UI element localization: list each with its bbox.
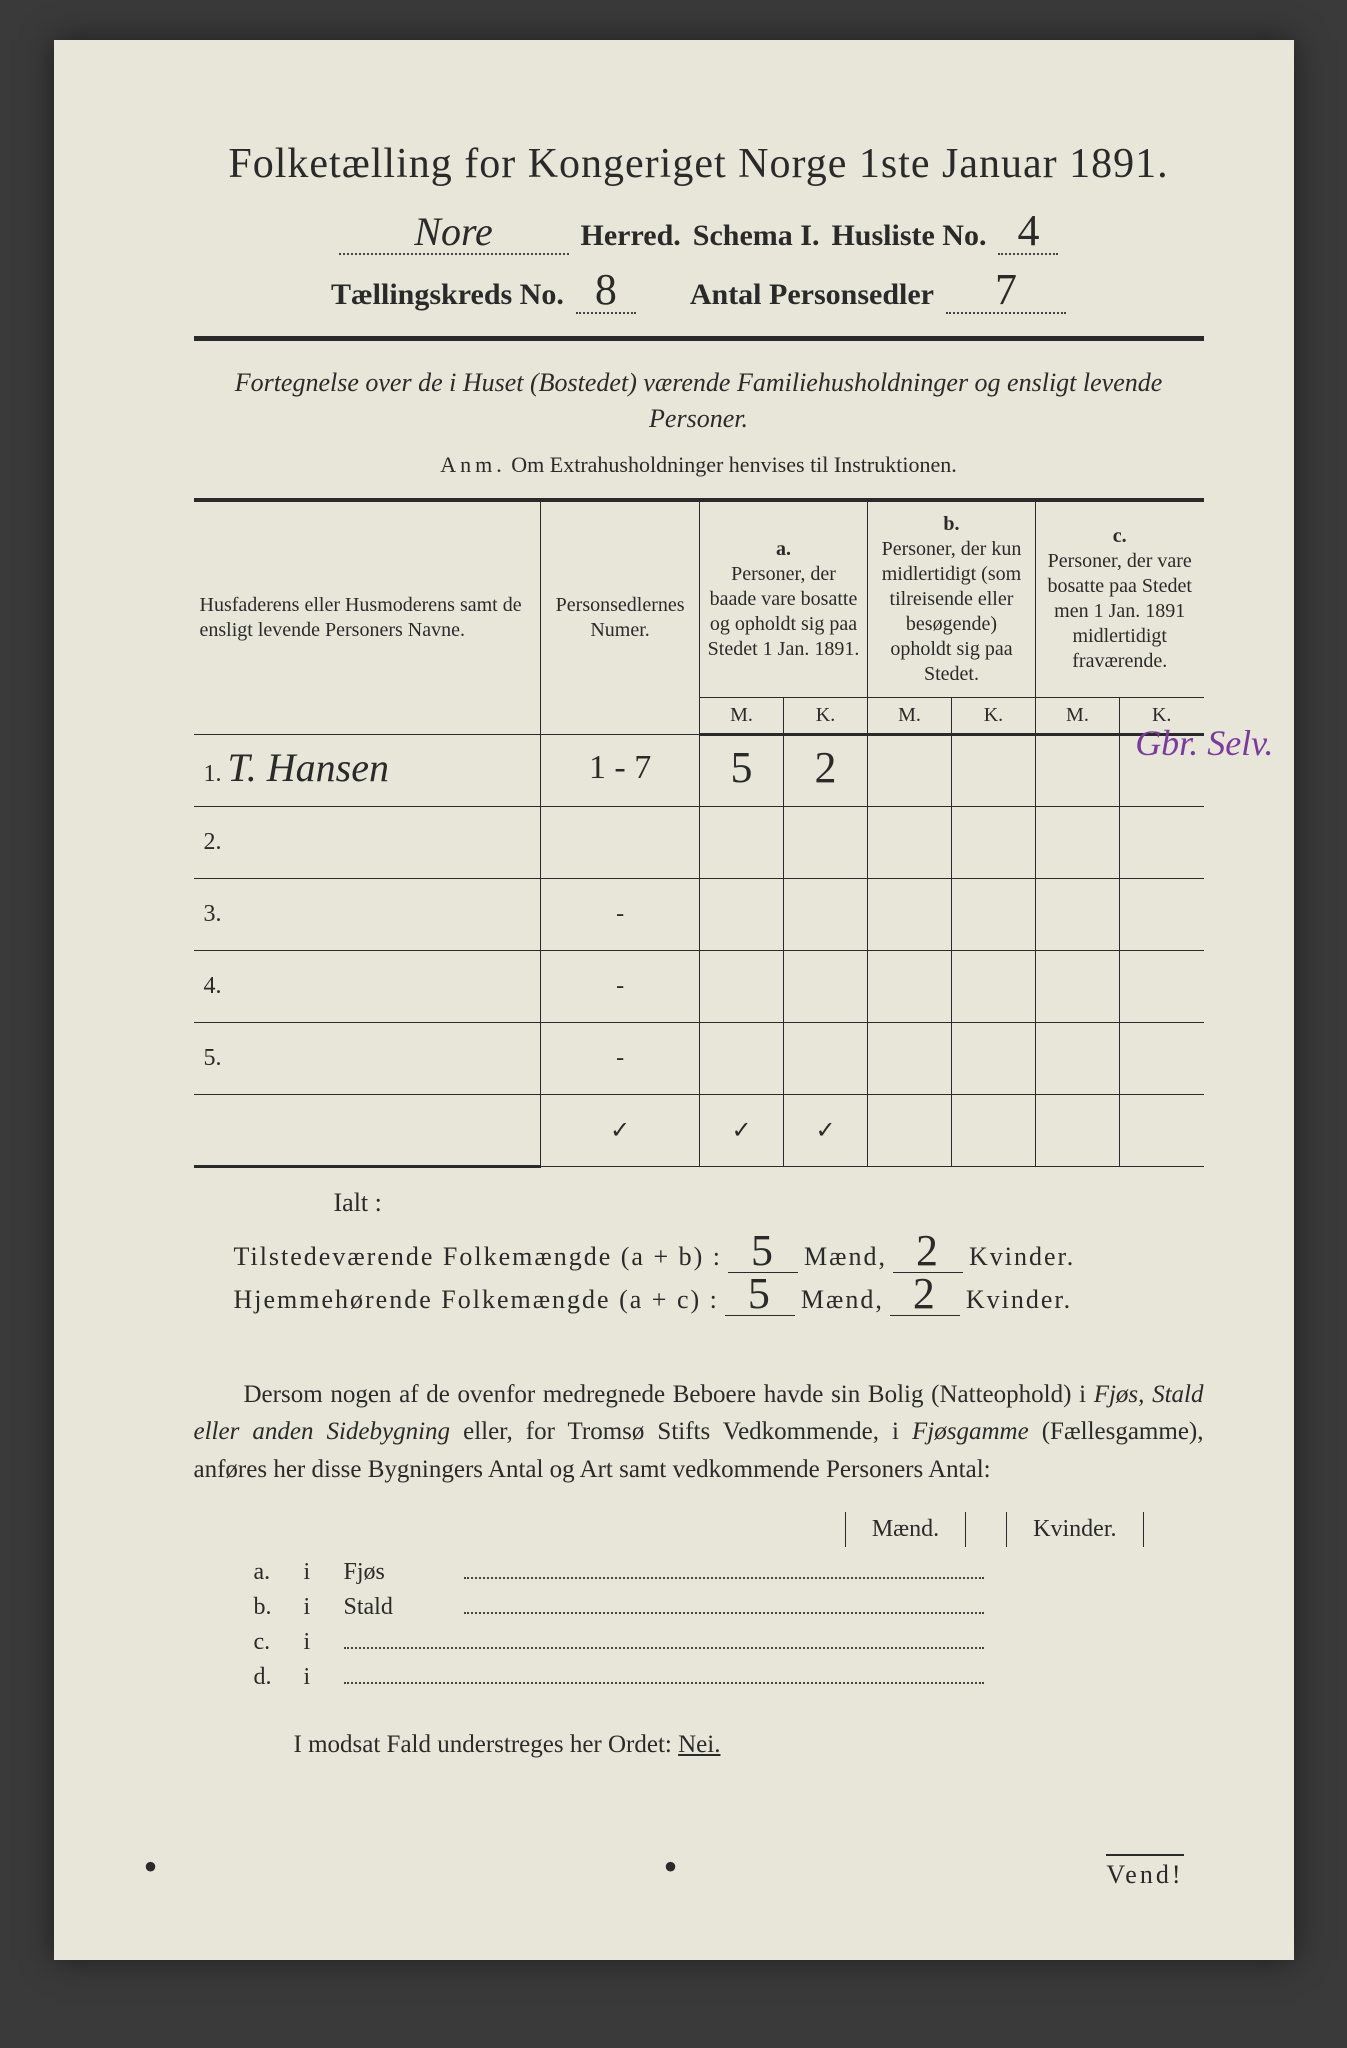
husliste-field: 4 (998, 216, 1058, 255)
divider (194, 336, 1204, 341)
herred-value: Nore (414, 209, 493, 254)
husliste-value: 4 (1017, 206, 1039, 255)
sum-line-ac: Hjemmehørende Folkemængde (a + c) : 5 Mæ… (234, 1279, 1204, 1316)
margin-note: Gbr. Selv. (1135, 722, 1273, 764)
check-row: ✓ ✓ ✓ (194, 1094, 1204, 1166)
table-row: 4. - (194, 950, 1204, 1022)
col-a-k: K. (784, 697, 868, 734)
sum-ac-m: 5 (748, 1269, 772, 1318)
antal-label: Antal Personsedler (690, 278, 934, 312)
col-c-m: M. (1035, 697, 1119, 734)
herred-label: Herred. (581, 219, 681, 253)
kreds-field: 8 (576, 275, 636, 314)
table-row: 2. (194, 806, 1204, 878)
nei-word: Nei. (678, 1731, 720, 1758)
list-line-d: d.i (254, 1664, 1204, 1691)
header-line-1: Nore Herred. Schema I. Husliste No. 4 (194, 216, 1204, 255)
col-b-header: b.Personer, der kun midlertidigt (som ti… (867, 500, 1035, 698)
table-row: 5. - (194, 1022, 1204, 1094)
anm-text: Om Extrahusholdninger henvises til Instr… (511, 452, 956, 477)
sum-line-ab: Tilstedeværende Folkemængde (a + b) : 5 … (234, 1236, 1204, 1273)
col-name-header: Husfaderens eller Husmoderens samt de en… (194, 500, 541, 735)
nei-line: I modsat Fald understreges her Ordet: Ne… (294, 1731, 1204, 1759)
hole-mark: • (664, 1843, 678, 1890)
a-k-1: 2 (814, 743, 836, 792)
list-line-b: b.i Stald (254, 1594, 1204, 1621)
col-c-header: c.Personer, der vare bosatte paa Stedet … (1035, 500, 1203, 698)
num-1: 1 - 7 (589, 749, 651, 786)
antal-value: 7 (995, 265, 1017, 314)
ialt-label: Ialt : (334, 1188, 1204, 1218)
col-a-m: M. (700, 697, 784, 734)
herred-field: Nore (339, 216, 569, 255)
hole-mark: • (144, 1843, 158, 1890)
kvinder-col: Kvinder. (1006, 1512, 1143, 1547)
kreds-label: Tællingskreds No. (331, 278, 564, 312)
husliste-label: Husliste No. (831, 219, 986, 253)
mk-headers: Mænd. Kvinder. (194, 1512, 1144, 1547)
header-line-2: Tællingskreds No. 8 Antal Personsedler 7 (194, 275, 1204, 314)
col-a-header: a.Personer, der baade vare bosatte og op… (700, 500, 868, 698)
col-b-m: M. (867, 697, 951, 734)
list-line-a: a.i Fjøs (254, 1559, 1204, 1586)
a-m-1: 5 (731, 743, 753, 792)
building-paragraph: Dersom nogen af de ovenfor medregnede Be… (194, 1376, 1204, 1489)
vend-label: Vend! (1106, 1854, 1183, 1890)
anm-prefix: Anm. (440, 452, 506, 477)
name-1: T. Hansen (228, 745, 389, 790)
schema-label: Schema I. (693, 219, 820, 253)
census-form-page: Folketælling for Kongeriget Norge 1ste J… (54, 40, 1294, 1960)
page-title: Folketælling for Kongeriget Norge 1ste J… (194, 140, 1204, 188)
sum-ac-k: 2 (913, 1269, 937, 1318)
household-table: Husfaderens eller Husmoderens samt de en… (194, 498, 1204, 1168)
maend-col: Mænd. (845, 1512, 966, 1547)
antal-field: 7 (946, 275, 1066, 314)
sum-ab-k: 2 (916, 1226, 940, 1275)
sum-ab-m: 5 (751, 1226, 775, 1275)
list-line-c: c.i (254, 1629, 1204, 1656)
table-row: 3. - (194, 878, 1204, 950)
table-row: 1. T. Hansen 1 - 7 5 2 (194, 734, 1204, 806)
subtitle: Fortegnelse over de i Huset (Bostedet) v… (194, 365, 1204, 438)
anm-line: Anm. Om Extrahusholdninger henvises til … (194, 452, 1204, 478)
kreds-value: 8 (595, 265, 617, 314)
col-num-header: Personsedlernes Numer. (541, 500, 700, 735)
col-b-k: K. (951, 697, 1035, 734)
